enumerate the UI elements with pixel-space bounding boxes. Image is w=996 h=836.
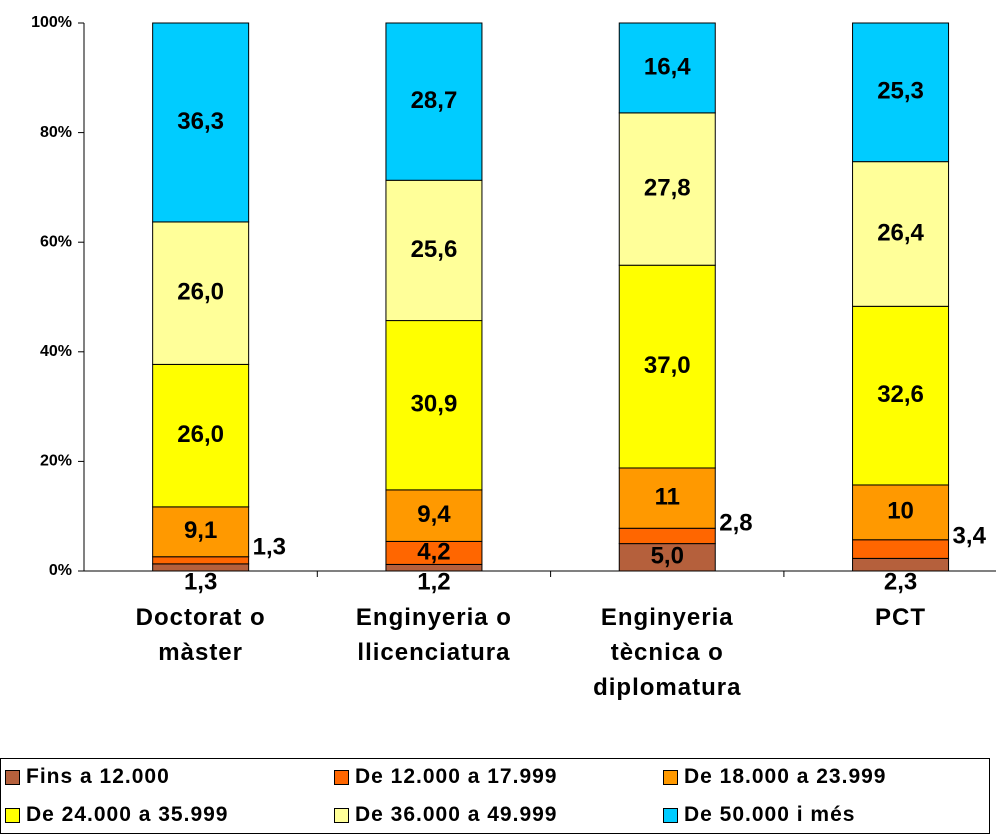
bar-segment [385, 22, 483, 181]
legend-label: De 24.000 a 35.999 [26, 803, 229, 826]
value-label: 32,6 [877, 381, 924, 408]
value-label: 10 [887, 498, 914, 525]
bar-segment [152, 22, 250, 223]
bar-segment [618, 527, 716, 545]
legend-item: De 18.000 a 23.999 [663, 765, 887, 789]
y-tick-label: 0% [49, 562, 72, 579]
value-label: 1,3 [253, 534, 286, 561]
value-label: 3,4 [953, 522, 987, 549]
chart: 0% 20% 40% 60% 80% 100% 1,3 1,3 9,1 26,0 26,0 36,3 1… [31, 14, 996, 595]
value-label: 1,2 [417, 568, 450, 595]
value-label: 11 [655, 483, 680, 510]
y-tick-label: 100% [31, 14, 72, 31]
value-label: 9,4 [417, 501, 451, 528]
legend-swatch [663, 769, 678, 785]
bar-segment [618, 264, 716, 469]
value-label: 37,0 [644, 352, 691, 379]
bar-segment [618, 467, 716, 529]
bar-segment [852, 305, 950, 486]
legend-label: De 50.000 i més [684, 803, 856, 826]
value-label: 25,6 [411, 236, 458, 263]
y-tick-label: 20% [40, 453, 72, 470]
y-tick-label: 40% [40, 343, 72, 360]
bar-segment [852, 539, 950, 559]
x-tick-label: Enginyeria tècnica o diplomatura [593, 604, 742, 701]
legend-swatch [5, 769, 20, 785]
legend-label: De 18.000 a 23.999 [684, 765, 887, 788]
value-label: 1,3 [184, 568, 217, 595]
bar-segment [385, 179, 483, 322]
legend-item: Fins a 12.000 [5, 765, 170, 789]
bar-segment [385, 489, 483, 542]
value-label: 9,1 [184, 517, 217, 544]
value-label: 26,0 [177, 421, 224, 448]
legend-swatch [5, 807, 20, 823]
value-label: 26,4 [877, 219, 924, 246]
y-tick-label: 60% [40, 233, 72, 250]
bar-segment [152, 221, 250, 365]
value-label: 26,0 [177, 279, 224, 306]
bar-segment [618, 22, 716, 114]
value-label: 2,8 [719, 509, 752, 536]
value-label: 4,2 [417, 538, 450, 565]
legend-label: Fins a 12.000 [26, 765, 170, 788]
legend-label: De 12.000 a 17.999 [355, 765, 558, 788]
value-label: 16,4 [644, 53, 691, 80]
value-label: 36,3 [177, 108, 224, 135]
value-label: 2,3 [884, 568, 917, 595]
legend-label: De 36.000 a 49.999 [355, 803, 558, 826]
legend-item: De 12.000 a 17.999 [334, 765, 558, 789]
legend-item: De 50.000 i més [663, 803, 855, 827]
legend-swatch [663, 807, 678, 823]
x-tick-label: Enginyeria o llicenciatura [355, 604, 512, 666]
value-label: 27,8 [644, 174, 691, 201]
legend: Fins a 12.000 De 12.000 a 17.999 De 18.000… [0, 758, 990, 834]
legend-swatch [334, 807, 349, 823]
legend-item: De 36.000 a 49.999 [334, 803, 558, 827]
bar-segment [152, 363, 250, 508]
value-label: 5,0 [651, 543, 684, 570]
y-tick-label: 80% [40, 124, 72, 141]
bar-segment [618, 543, 716, 572]
x-tick-label: PCT [875, 604, 927, 631]
value-label: 30,9 [411, 391, 458, 418]
legend-item: De 24.000 a 35.999 [5, 803, 229, 827]
bar-segment [852, 161, 950, 307]
bar-segment [152, 506, 250, 558]
bar-segment [152, 556, 250, 565]
x-tick-label: Doctorat o màster [135, 604, 266, 666]
value-label: 25,3 [877, 78, 924, 105]
bar-segment [852, 484, 950, 541]
bar-segment [385, 320, 483, 491]
bar-segment [852, 22, 950, 163]
value-label: 28,7 [411, 87, 458, 114]
legend-swatch [334, 769, 349, 785]
